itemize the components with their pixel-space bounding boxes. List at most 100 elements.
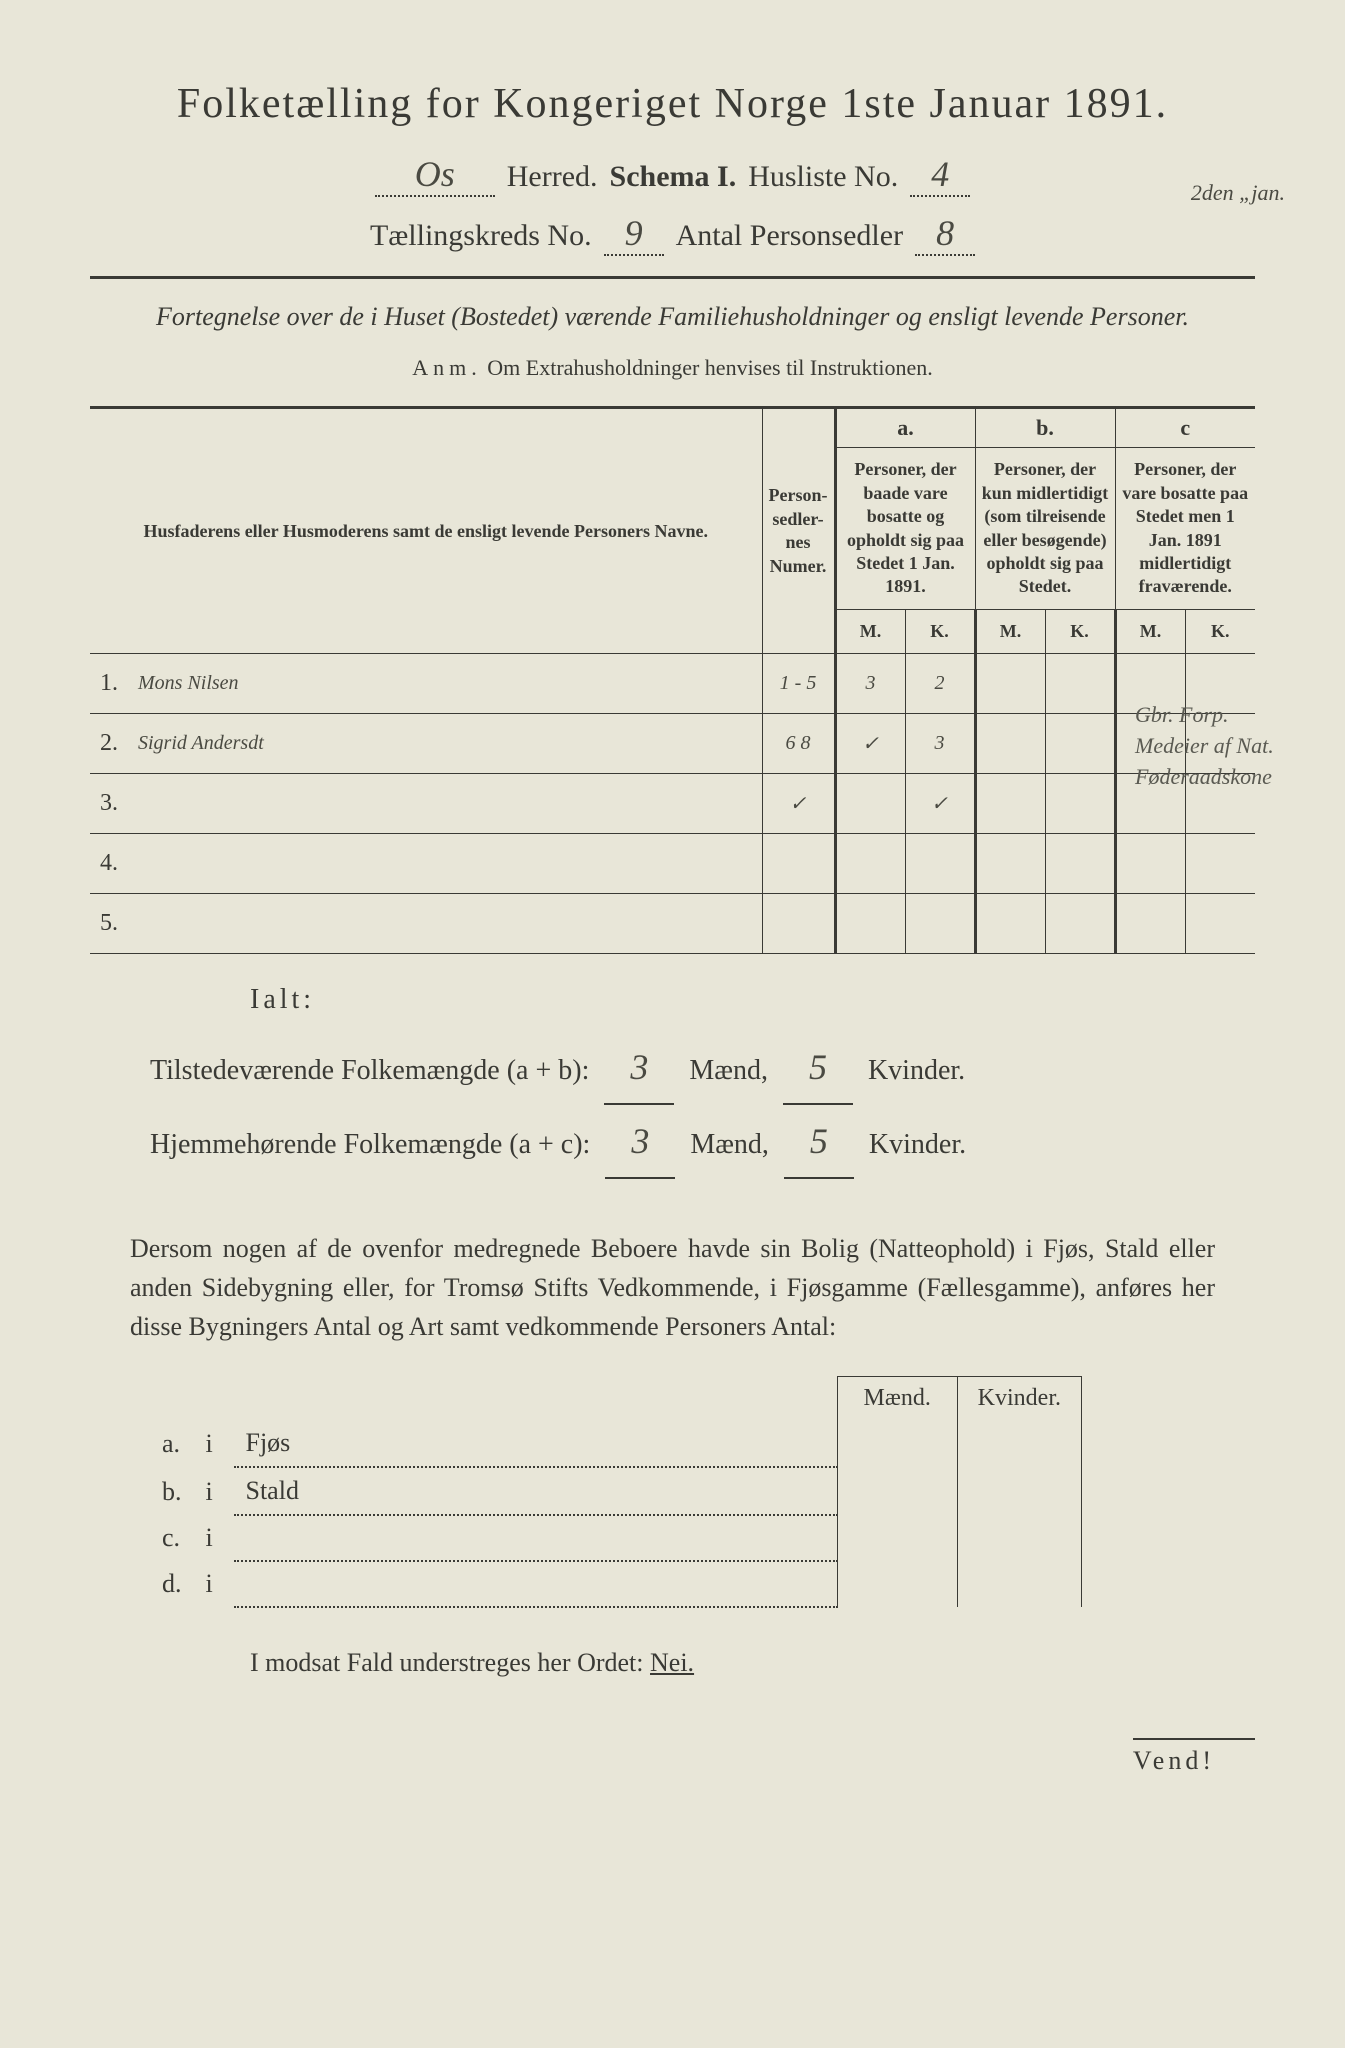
totals-line1-m: 3	[604, 1031, 674, 1105]
totals-line1-label: Tilstedeværende Folkemængde (a + b):	[150, 1055, 589, 1086]
a-k-cell: 3	[905, 714, 975, 774]
sedler-cell: 1 - 5	[762, 654, 835, 714]
bygning-k	[957, 1420, 1081, 1467]
b-k-cell	[1045, 894, 1115, 954]
husliste-value: 4	[910, 153, 970, 197]
sedler-cell: 6 8	[762, 714, 835, 774]
bygning-table: Mænd. Kvinder. a. i Fjøs b. i Stald c. i…	[150, 1376, 1082, 1608]
bygning-i: i	[194, 1420, 234, 1467]
modsat-nei: Nei.	[650, 1648, 694, 1677]
sedler-cell	[762, 834, 835, 894]
row-num: 1.	[90, 654, 130, 714]
col-b-text: Personer, der kun midlertidigt (som tilr…	[975, 448, 1115, 609]
herred-value: Os	[375, 153, 495, 197]
col-names-header: Husfaderens eller Husmoderens samt de en…	[90, 408, 762, 654]
bygning-m	[837, 1467, 957, 1515]
a-m-cell: ✓	[835, 714, 905, 774]
main-table: Husfaderens eller Husmoderens samt de en…	[90, 406, 1255, 954]
col-sedler-header: Person-sedler-nes Numer.	[762, 408, 835, 654]
totals-line1-k: 5	[783, 1031, 853, 1105]
bygning-m	[837, 1561, 957, 1607]
bygning-letter: d.	[150, 1561, 194, 1607]
anm-label: Anm.	[412, 355, 482, 380]
c-k-cell	[1185, 894, 1255, 954]
row-num: 4.	[90, 834, 130, 894]
fortegnelse-text: Fortegnelse over de i Huset (Bostedet) v…	[130, 299, 1215, 335]
name-cell	[130, 834, 762, 894]
antal-value: 8	[915, 212, 975, 256]
a-m-cell	[835, 774, 905, 834]
kvinder-label: Kvinder.	[868, 1055, 965, 1086]
husliste-label: Husliste No.	[748, 160, 898, 194]
bygning-row: c. i	[150, 1515, 1082, 1561]
b-k: K.	[1045, 609, 1115, 653]
table-row: 2. Sigrid Andersdt 6 8 ✓ 3	[90, 714, 1255, 774]
ialt-label: Ialt:	[250, 984, 1255, 1016]
header-row-2: Tællingskreds No. 9 Antal Personsedler 8	[90, 212, 1255, 256]
bygning-m	[837, 1515, 957, 1561]
a-m-cell	[835, 834, 905, 894]
row-num: 2.	[90, 714, 130, 774]
a-k-cell	[905, 834, 975, 894]
row-num: 3.	[90, 774, 130, 834]
totals-block: Tilstedeværende Folkemængde (a + b): 3 M…	[150, 1031, 1255, 1179]
bygning-row: d. i	[150, 1561, 1082, 1607]
col-a-label: a.	[835, 408, 975, 448]
col-c-text: Personer, der vare bosatte paa Stedet me…	[1115, 448, 1255, 609]
a-k-cell: 2	[905, 654, 975, 714]
antal-label: Antal Personsedler	[676, 219, 903, 253]
table-row: 1. Mons Nilsen 1 - 5 3 2	[90, 654, 1255, 714]
right-margin-handwriting: Gbr. Forp. Medeier af Nat. Føderaadskone	[1135, 700, 1295, 792]
totals-line2-label: Hjemmehørende Folkemængde (a + c):	[150, 1129, 590, 1160]
sedler-cell: ✓	[762, 774, 835, 834]
bygning-maend-header: Mænd.	[837, 1377, 957, 1421]
name-cell: Mons Nilsen	[130, 654, 762, 714]
bygning-k	[957, 1467, 1081, 1515]
c-m-cell	[1115, 894, 1185, 954]
table-row: 3. ✓ ✓	[90, 774, 1255, 834]
b-m-cell	[975, 654, 1045, 714]
kvinder-label: Kvinder.	[869, 1129, 966, 1160]
bygning-k	[957, 1515, 1081, 1561]
table-row: 4.	[90, 834, 1255, 894]
bygning-label	[234, 1561, 838, 1607]
c-m: M.	[1115, 609, 1185, 653]
kreds-label: Tællingskreds No.	[370, 219, 592, 253]
b-k-cell	[1045, 834, 1115, 894]
bygning-k	[957, 1561, 1081, 1607]
b-k-cell	[1045, 654, 1115, 714]
kreds-value: 9	[604, 212, 664, 256]
modsat-line: I modsat Fald understreges her Ordet: Ne…	[250, 1648, 1255, 1678]
b-m-cell	[975, 714, 1045, 774]
a-k: K.	[905, 609, 975, 653]
sedler-cell	[762, 894, 835, 954]
bygning-letter: c.	[150, 1515, 194, 1561]
b-m-cell	[975, 834, 1045, 894]
b-k-cell	[1045, 774, 1115, 834]
schema-label: Schema I.	[610, 160, 737, 194]
row-num: 5.	[90, 894, 130, 954]
totals-line-1: Tilstedeværende Folkemængde (a + b): 3 M…	[150, 1031, 1255, 1105]
table-row: 5.	[90, 894, 1255, 954]
page-title: Folketælling for Kongeriget Norge 1ste J…	[90, 80, 1255, 128]
a-m-cell	[835, 894, 905, 954]
name-cell	[130, 894, 762, 954]
b-k-cell	[1045, 714, 1115, 774]
anm-line: Anm. Om Extrahusholdninger henvises til …	[90, 355, 1255, 381]
name-cell: Sigrid Andersdt	[130, 714, 762, 774]
maend-label: Mænd,	[690, 1129, 769, 1160]
maend-label: Mænd,	[689, 1055, 768, 1086]
a-k-cell	[905, 894, 975, 954]
bygning-label	[234, 1515, 838, 1561]
bygning-row: a. i Fjøs	[150, 1420, 1082, 1467]
bygning-i: i	[194, 1467, 234, 1515]
b-m-cell	[975, 774, 1045, 834]
b-m-cell	[975, 894, 1045, 954]
bygning-m	[837, 1420, 957, 1467]
dersom-paragraph: Dersom nogen af de ovenfor medregnede Be…	[130, 1229, 1215, 1346]
bygning-label: Fjøs	[234, 1420, 838, 1467]
modsat-text: I modsat Fald understreges her Ordet:	[250, 1648, 644, 1677]
col-sedler-text: Person-sedler-nes Numer.	[769, 485, 828, 575]
herred-label: Herred.	[507, 160, 598, 194]
name-cell	[130, 774, 762, 834]
